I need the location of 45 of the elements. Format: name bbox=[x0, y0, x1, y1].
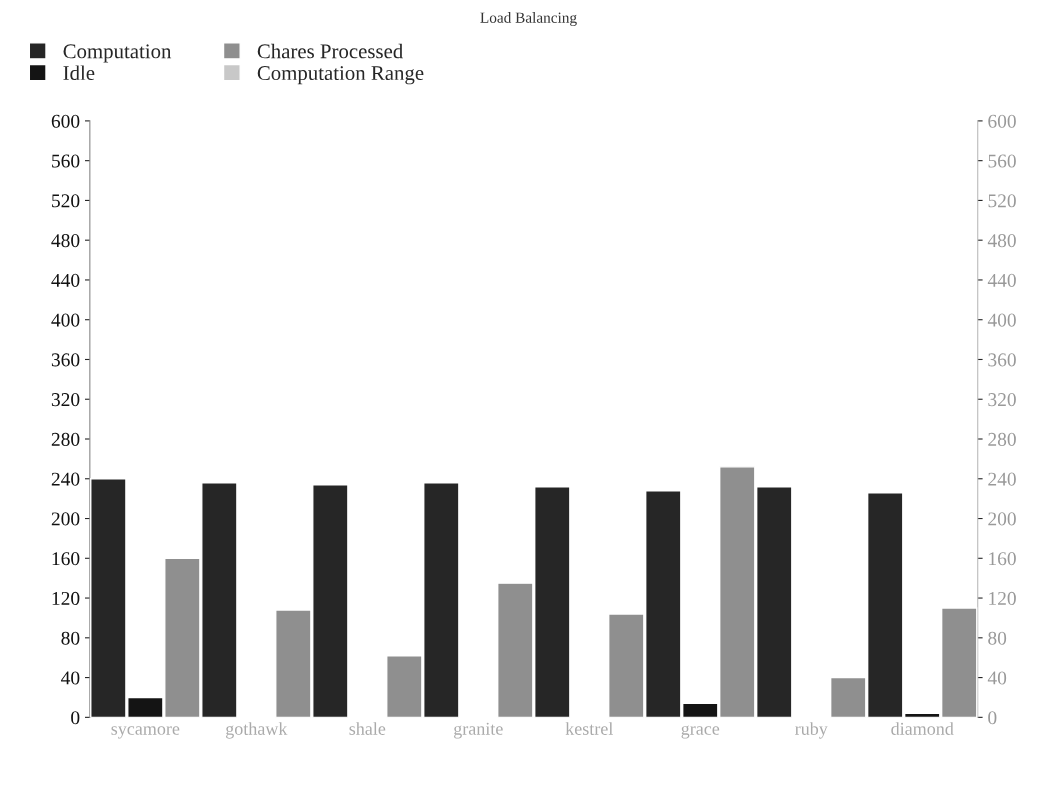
y-tick-label: 240 bbox=[51, 472, 80, 486]
y-tick-label: 120 bbox=[52, 591, 80, 605]
y2-tick-label: 160 bbox=[989, 552, 1016, 566]
y2-tick-label: 600 bbox=[988, 114, 1016, 128]
y-tick-label: 40 bbox=[61, 671, 80, 685]
x-tick-label: diamond bbox=[891, 722, 954, 735]
y2-tick-label: 280 bbox=[988, 432, 1016, 446]
x-tick-label: grace bbox=[681, 725, 720, 739]
y2-tick-label: 320 bbox=[988, 393, 1016, 407]
y2-tick-label: 120 bbox=[989, 591, 1016, 605]
y2-tick-label: 400 bbox=[987, 313, 1016, 327]
y2-tick-label: 440 bbox=[987, 273, 1016, 287]
y-tick-label: 320 bbox=[51, 393, 80, 407]
legend-label: Chares Processed bbox=[257, 43, 403, 59]
x-tick-label: sycamore bbox=[111, 726, 180, 739]
y-tick-label: 400 bbox=[51, 313, 80, 327]
x-tick-label: granite bbox=[454, 722, 503, 739]
legend-label: Idle bbox=[63, 65, 95, 81]
x-tick-label: kestrel bbox=[565, 722, 613, 735]
y-tick-label: 520 bbox=[52, 194, 80, 208]
y2-tick-label: 0 bbox=[988, 711, 997, 725]
y-tick-label: 600 bbox=[51, 114, 80, 128]
y-tick-label: 160 bbox=[52, 552, 80, 566]
y2-tick-label: 360 bbox=[988, 353, 1016, 367]
legend-label: Computation bbox=[63, 44, 172, 63]
y2-tick-label: 200 bbox=[988, 512, 1016, 526]
y2-tick-label: 80 bbox=[988, 631, 1007, 645]
x-tick-label: shale bbox=[349, 722, 386, 735]
x-tick-label: gothawk bbox=[226, 722, 288, 739]
y2-tick-label: 240 bbox=[988, 472, 1016, 486]
y2-tick-label: 520 bbox=[988, 194, 1016, 208]
y-tick-label: 280 bbox=[51, 432, 80, 446]
y2-tick-label: 40 bbox=[987, 671, 1007, 685]
y-tick-label: 200 bbox=[51, 512, 80, 526]
y2-tick-label: 560 bbox=[988, 154, 1016, 168]
legend-label: Computation Range bbox=[257, 66, 424, 85]
y2-tick-label: 480 bbox=[987, 234, 1016, 248]
y-tick-label: 560 bbox=[52, 154, 80, 168]
y-tick-label: 80 bbox=[61, 631, 80, 645]
y-tick-label: 360 bbox=[51, 353, 80, 367]
chart-title: Load Balancing bbox=[480, 12, 577, 26]
y-tick-label: 440 bbox=[51, 273, 80, 287]
x-tick-label: ruby bbox=[795, 722, 828, 739]
y-tick-label: 480 bbox=[51, 234, 80, 248]
y-tick-label: 0 bbox=[71, 711, 80, 725]
